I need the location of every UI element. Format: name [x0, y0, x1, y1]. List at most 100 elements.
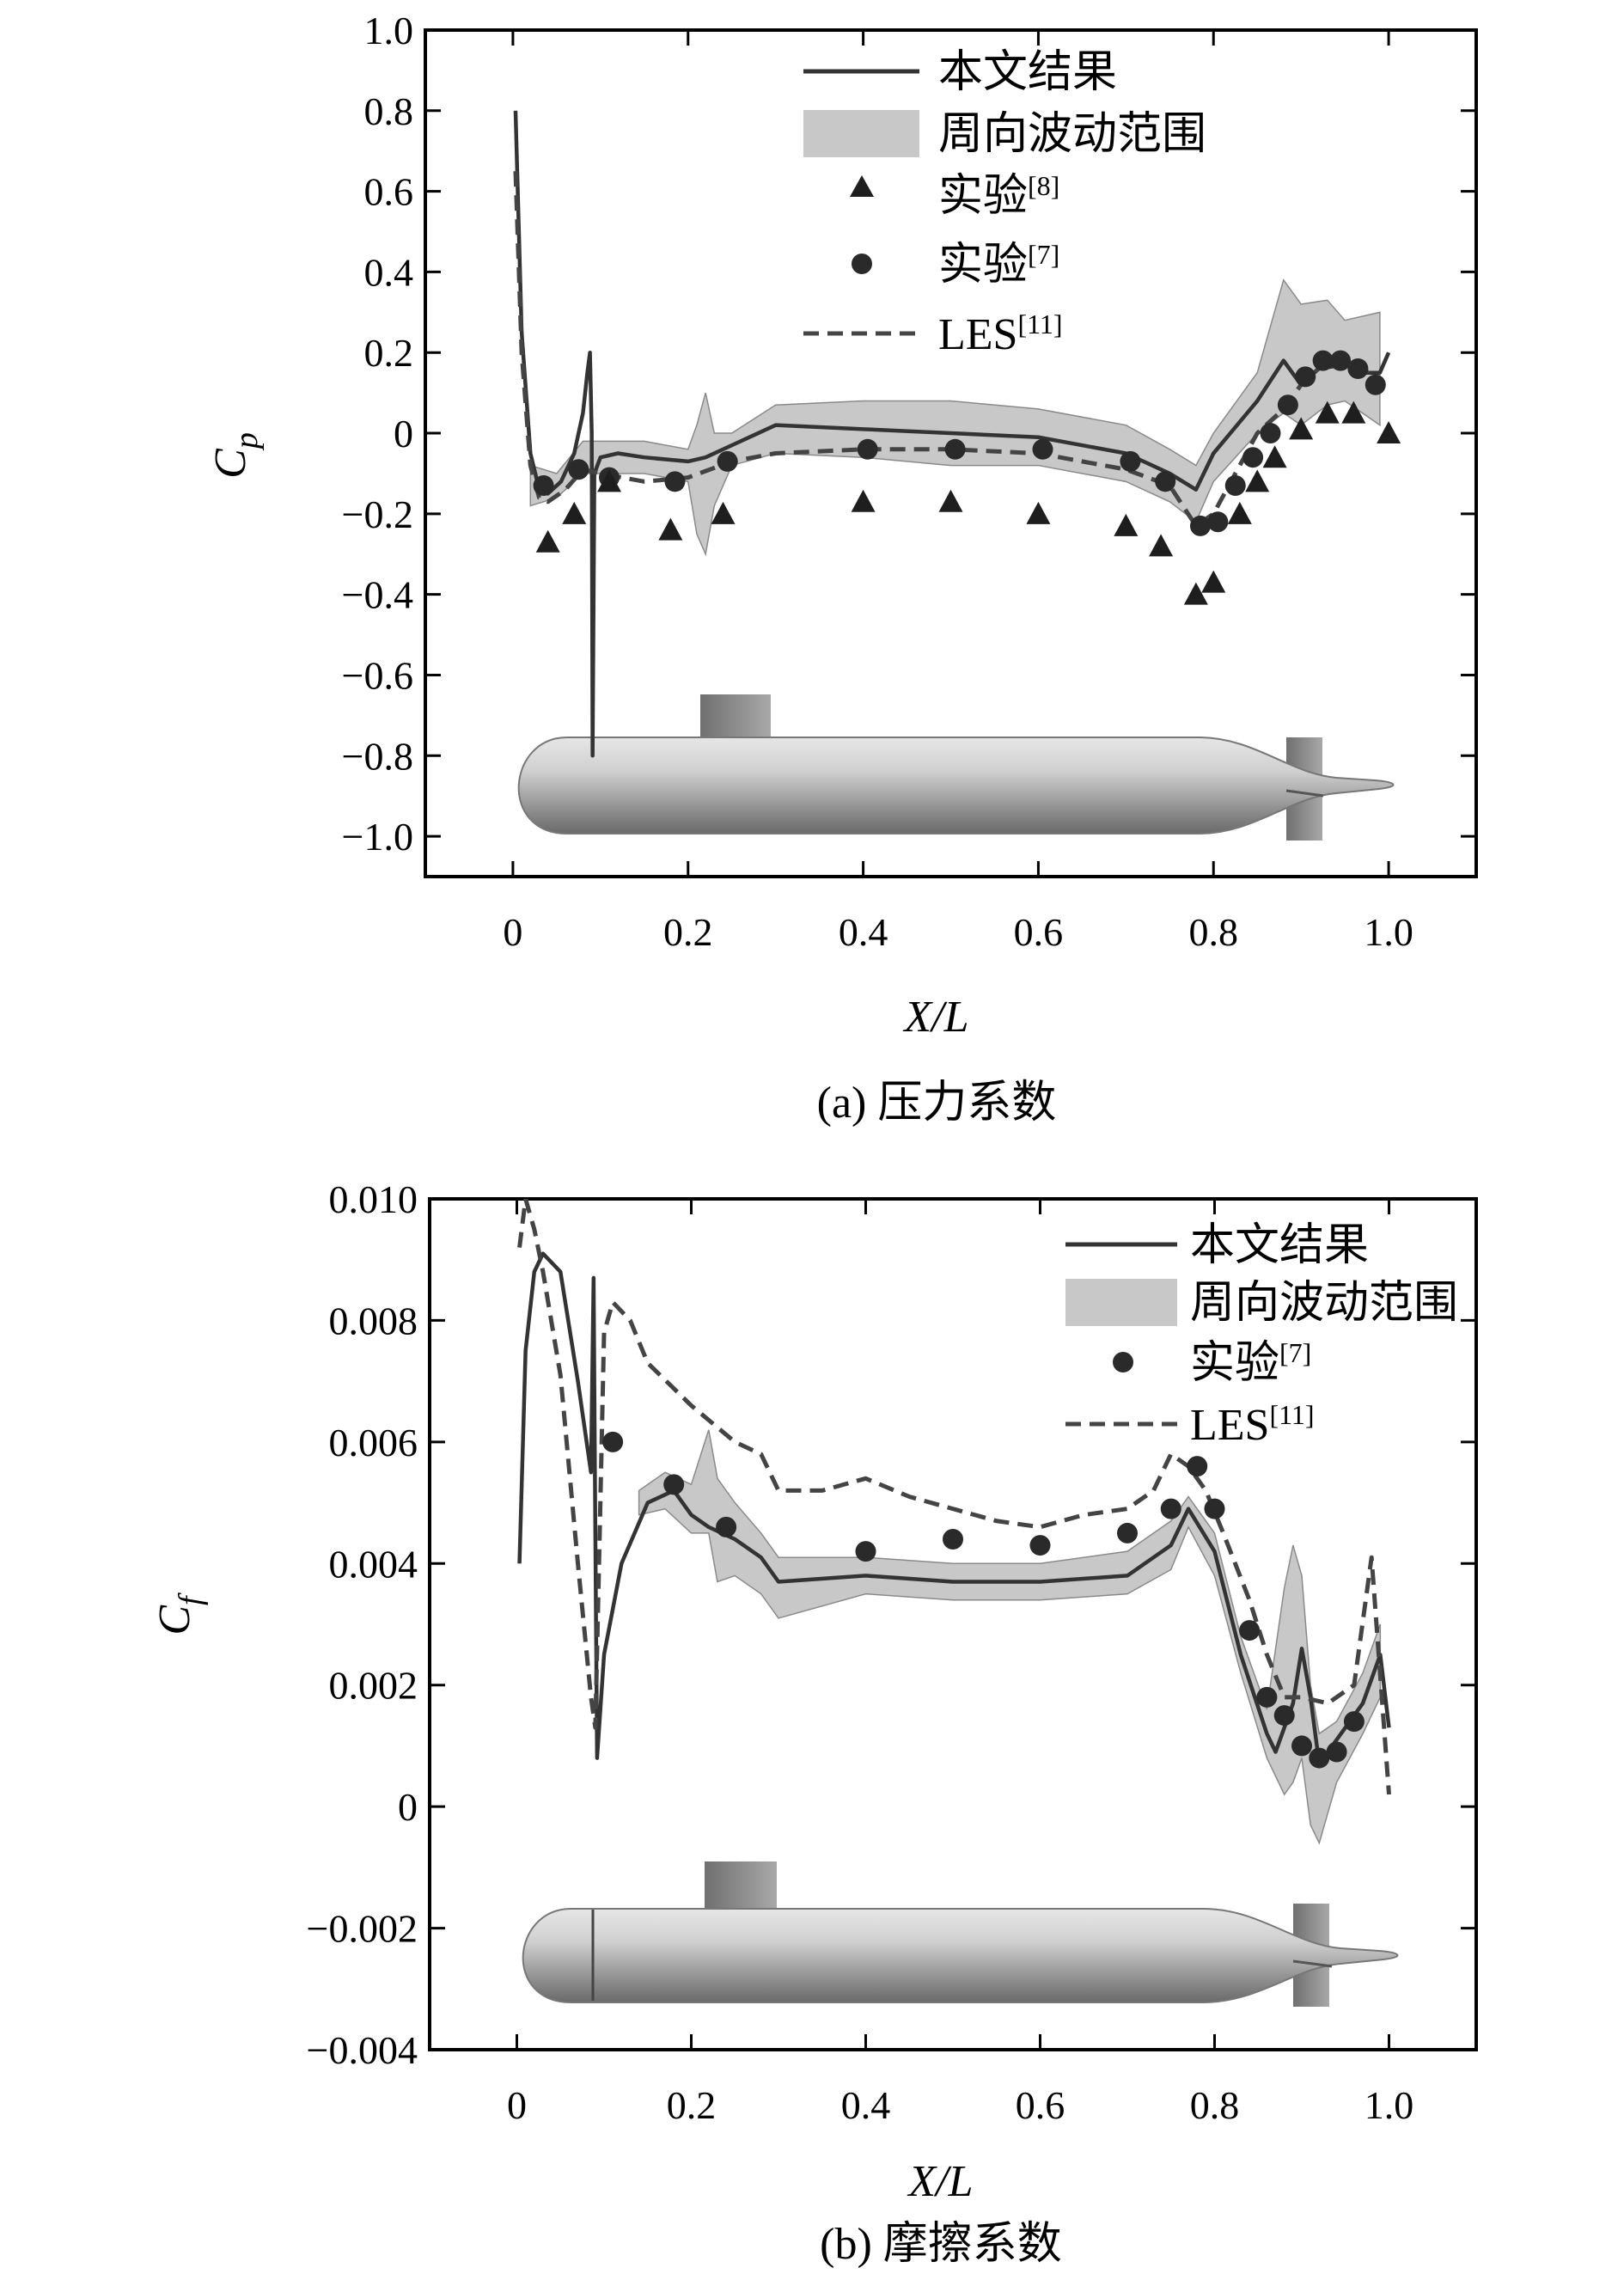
experiment-circle-point — [1029, 1535, 1051, 1556]
experiment-triangle-point — [535, 529, 560, 553]
experiment-circle-point — [1343, 1711, 1365, 1733]
experiment-circle-point — [1242, 447, 1264, 468]
x-tick-label: 0.2 — [663, 910, 713, 954]
pressure-coefficient-panel: 1.0 0.8 0.6 0.4 0.2 0 −0.2 −0.4 −0.6 −0.8 −1.0 0 0.2… — [206, 9, 1478, 1128]
experiment-triangle-point — [711, 501, 736, 524]
experiment-triangle-point — [1201, 570, 1226, 593]
experiment-circle-point — [1155, 471, 1176, 492]
submarine-illustration — [517, 694, 1395, 841]
legend: 本文结果 周向波动范围 实验[8] 实验[7] LES[11] — [803, 48, 1206, 359]
experiment-circle-point — [1117, 1522, 1138, 1544]
x-tick-label: 0.8 — [1190, 2083, 1240, 2127]
result-line — [517, 1251, 1391, 1766]
submarine-illustration — [522, 1861, 1399, 2007]
legend: 本文结果 周向波动范围 实验[7] LES[11] — [1065, 1221, 1458, 1450]
experiment-circle-point — [943, 1529, 963, 1550]
experiment-circle-point — [663, 1474, 685, 1495]
experiment-triangle-point — [1114, 513, 1139, 536]
sail-fin — [700, 694, 771, 742]
experiment-circle-point — [1365, 374, 1386, 395]
legend-label: 本文结果 — [938, 48, 1117, 97]
experiment-circle-point — [1291, 1735, 1312, 1757]
legend-circle-marker — [1113, 1352, 1133, 1372]
x-tick-label: 0.4 — [839, 910, 888, 954]
experiment-triangle-point — [1341, 400, 1366, 424]
legend-label: 本文结果 — [1190, 1221, 1369, 1270]
experiment-triangle-point — [597, 469, 622, 492]
experiment-circle-point — [1189, 515, 1211, 536]
legend-label: 实验[7] — [938, 239, 1059, 290]
experiment-circle-point — [1204, 1498, 1225, 1519]
experiment-circle-point — [1273, 1705, 1295, 1727]
legend-label: 周向波动范围 — [1190, 1279, 1458, 1328]
y-tick-label: 0.002 — [329, 1664, 418, 1708]
y-tick-label: 0 — [398, 1785, 418, 1829]
y-tick-label: 0.008 — [329, 1299, 418, 1342]
experiment-circle-point — [1347, 358, 1369, 379]
experiment-triangle-point — [1149, 534, 1174, 557]
experiment-triangle-point — [1315, 400, 1340, 424]
submarine-hull — [517, 737, 1395, 834]
x-tick-label: 0.6 — [1014, 910, 1064, 954]
experiment-circle-point — [1256, 1686, 1278, 1708]
sail-fin — [705, 1861, 777, 1909]
y-tick-label: 0.4 — [364, 250, 414, 294]
panel-caption: (b) 摩擦系数 — [820, 2220, 1062, 2269]
experiment-circle-point — [855, 1541, 876, 1562]
experiment-circle-point — [1207, 511, 1229, 533]
y-tick-label: −0.004 — [307, 2028, 418, 2072]
plot-frame — [424, 28, 1478, 878]
experiment-triangle-point — [938, 489, 963, 512]
plot-area — [517, 1199, 1391, 1845]
experiment-circle-point — [857, 438, 878, 460]
les-dashed-line — [517, 1199, 1391, 1795]
x-tick-label: 0.8 — [1189, 910, 1239, 954]
experiment-triangle-point — [851, 489, 876, 512]
y-tick-label: −1.0 — [342, 815, 413, 859]
y-tick-label: −0.8 — [342, 734, 413, 778]
x-axis-title: X/L — [907, 2157, 973, 2206]
experiment-circle-point — [1330, 350, 1352, 371]
experiment-circle-point — [944, 438, 966, 460]
experiment-circle-point — [1224, 475, 1246, 497]
experiment-triangle-point — [658, 517, 683, 541]
submarine-hull — [522, 1908, 1399, 2003]
experiment-circle-point — [664, 471, 686, 492]
legend-label: 周向波动范围 — [938, 110, 1206, 159]
legend-circle-marker — [852, 254, 872, 274]
experiment-circle-point — [1160, 1498, 1181, 1519]
experiment-circle-point — [1032, 438, 1053, 460]
plot-area — [513, 110, 1401, 758]
experiment-triangle-point — [1245, 469, 1270, 492]
x-tick-label: 1.0 — [1364, 910, 1413, 954]
x-tick-label: 0 — [507, 2083, 527, 2127]
experiment-triangle-point — [1026, 501, 1051, 524]
experiment-triangle-point — [1377, 421, 1401, 444]
friction-coefficient-panel: 0.010 0.008 0.006 0.004 0.002 0 −0.002 −0.004 0 0… — [150, 1177, 1478, 2269]
legend-band-swatch — [1065, 1279, 1177, 1326]
y-tick-label: −0.2 — [342, 492, 413, 536]
y-tick-label: 0.8 — [364, 89, 414, 133]
y-tick-label: −0.002 — [307, 1907, 418, 1951]
y-tick-label: 0.6 — [364, 170, 414, 214]
axis-ticks: 0.010 0.008 0.006 0.004 0.002 0 −0.002 −0.004 0 0… — [307, 1177, 1476, 2127]
experiment-circle-point — [716, 1516, 737, 1537]
experiment-circle-point — [1239, 1620, 1261, 1641]
y-tick-label: −0.4 — [342, 573, 413, 617]
y-tick-label: 0.2 — [364, 331, 414, 375]
experiment-circle-point — [1120, 450, 1141, 472]
axis-ticks: 1.0 0.8 0.6 0.4 0.2 0 −0.2 −0.4 −0.6 −0.8 −1.0 0 0.2… — [342, 9, 1476, 954]
experiment-circle-point — [1295, 366, 1316, 388]
x-tick-label: 1.0 — [1365, 2083, 1414, 2127]
experiment-triangle-point — [562, 501, 587, 524]
experiment-circle-point — [717, 450, 738, 472]
legend-label: 实验[7] — [1190, 1337, 1311, 1388]
y-tick-label: 0.004 — [329, 1542, 418, 1586]
y-tick-label: −0.6 — [342, 653, 413, 697]
experiment-circle-point — [568, 459, 589, 480]
experiment-triangle-point — [1227, 501, 1252, 524]
x-axis-title: X/L — [902, 993, 968, 1042]
experiment-circle-point — [533, 475, 554, 497]
y-axis-title: Cp — [206, 432, 265, 479]
